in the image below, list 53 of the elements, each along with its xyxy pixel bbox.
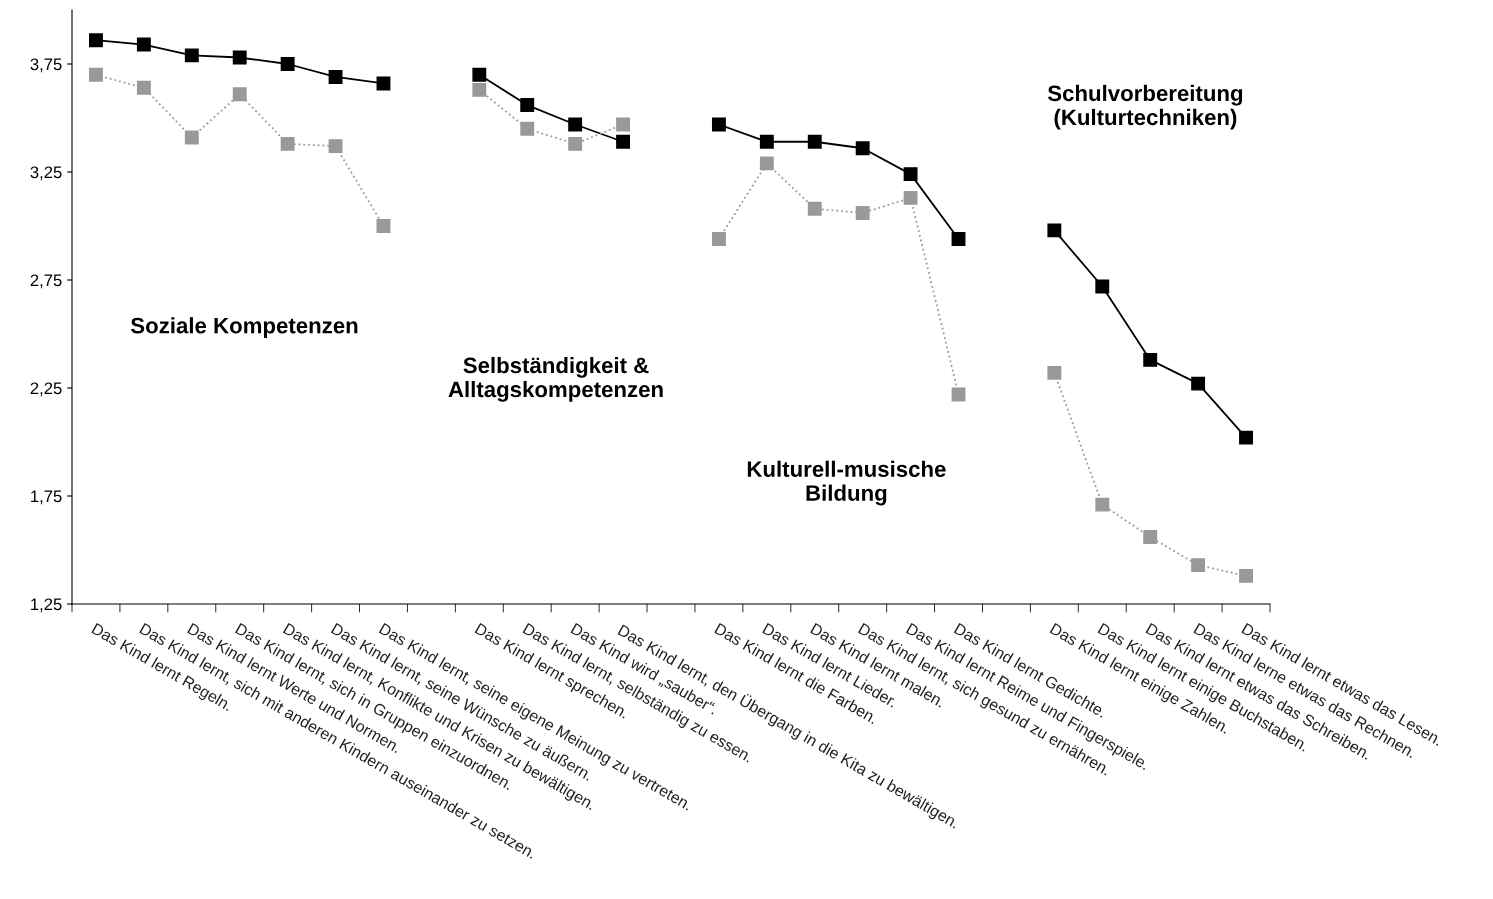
point (711, 232, 726, 246)
point (951, 232, 966, 246)
point (855, 206, 870, 220)
point (136, 37, 151, 52)
point (1191, 558, 1206, 573)
point (1095, 497, 1110, 512)
point (232, 87, 247, 102)
annotation: Selbständigkeit & Alltagskompetenzen (448, 356, 663, 402)
annotation: Soziale Kompetenzen (130, 317, 358, 338)
point (232, 50, 247, 65)
point (280, 136, 295, 151)
point (1239, 430, 1253, 445)
point (472, 82, 487, 97)
point (1143, 530, 1158, 544)
point (616, 117, 631, 132)
y-tick-label: 2,75 (30, 274, 62, 289)
point (89, 33, 103, 48)
y-tick-label: 3,25 (30, 166, 62, 181)
point (89, 67, 103, 82)
point (1047, 365, 1062, 380)
point (376, 76, 391, 91)
point (711, 117, 726, 132)
point (376, 219, 391, 233)
point (616, 134, 631, 149)
point (520, 121, 535, 136)
point (1095, 279, 1110, 294)
point (1239, 568, 1253, 583)
annotation: Kulturell-musische Bildung (747, 460, 946, 506)
point (568, 117, 583, 132)
point (759, 156, 774, 171)
point (1047, 223, 1062, 238)
point (472, 67, 487, 82)
point (903, 190, 918, 205)
point (136, 80, 151, 95)
point (184, 130, 199, 145)
point (807, 201, 822, 216)
point (903, 167, 918, 182)
point (568, 136, 583, 151)
point (1143, 352, 1158, 367)
point (855, 141, 870, 156)
y-tick-label: 1,75 (31, 490, 62, 505)
y-tick-label: 1,25 (31, 598, 62, 613)
point (759, 134, 774, 149)
point (328, 139, 343, 154)
y-tick-label: 2,25 (30, 382, 62, 397)
y-tick-label: 3,75 (30, 58, 62, 73)
point (328, 70, 343, 84)
point (520, 98, 535, 112)
point (184, 48, 199, 63)
point (1191, 376, 1206, 391)
point (280, 57, 295, 71)
annotation: Schulvorbereitung (Kulturtechniken) (1047, 84, 1243, 130)
point (807, 134, 822, 149)
